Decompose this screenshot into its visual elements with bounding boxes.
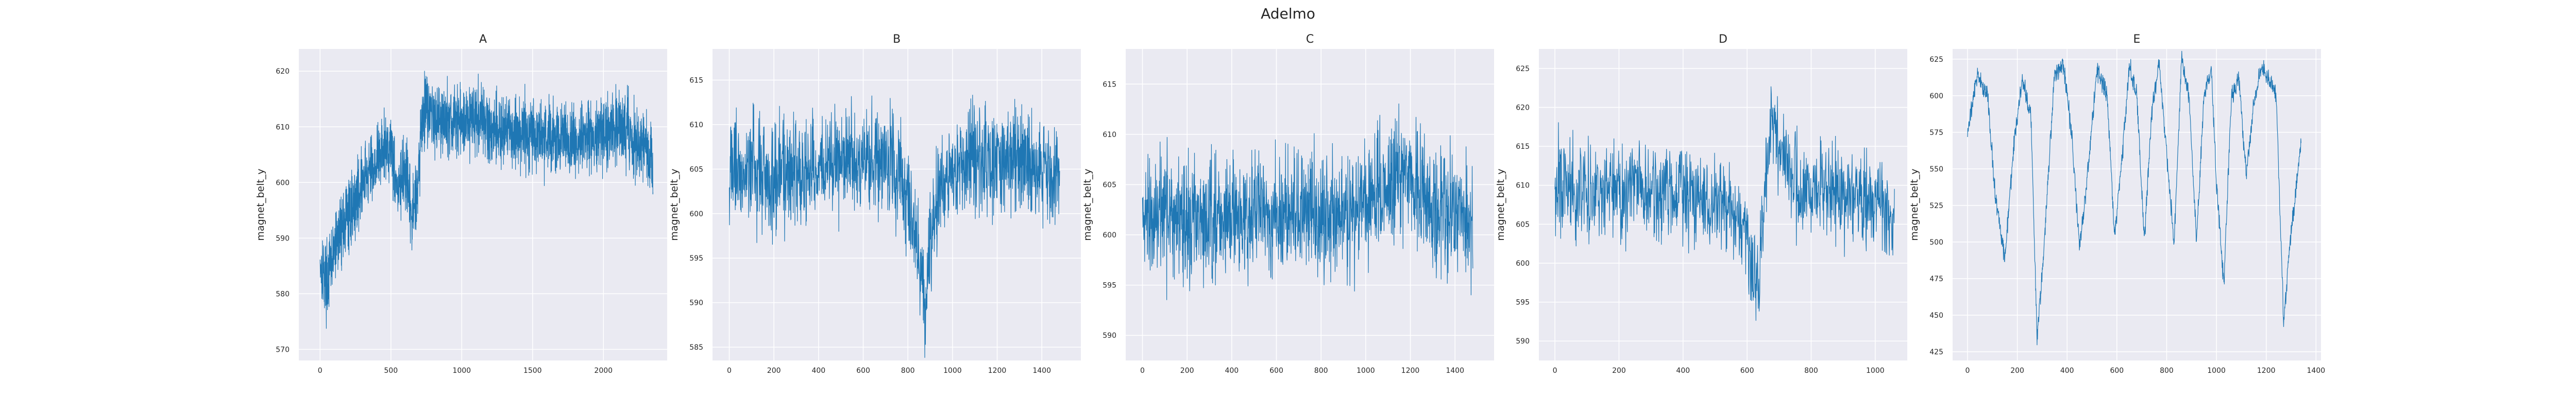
- y-axis-label: magnet_belt_y: [255, 168, 266, 241]
- y-tick-label: 610: [689, 121, 703, 129]
- figure-title: Adelmo: [1261, 5, 1315, 22]
- x-tick-label: 600: [2110, 367, 2124, 375]
- y-tick-label: 595: [1103, 282, 1116, 290]
- series-line-C: [1142, 104, 1473, 300]
- x-tick-label: 800: [1314, 367, 1328, 375]
- x-tick-label: 400: [1676, 367, 1690, 375]
- subplot-B: 585 590 595 600 605 610 615 0 200 400 600 800 1000 12…: [669, 33, 1081, 375]
- x-tick-label: 1000: [943, 367, 962, 375]
- x-tick-label: 600: [1740, 367, 1754, 375]
- y-tick-label: 615: [1516, 143, 1530, 151]
- x-tick-label: 1000: [1866, 367, 1885, 375]
- x-tick-label: 1200: [1401, 367, 1420, 375]
- y-tick-label: 605: [689, 165, 703, 174]
- x-tick-label: 600: [1269, 367, 1283, 375]
- series-line-D: [1554, 86, 1895, 321]
- y-tick-label: 620: [1516, 104, 1530, 112]
- subplot-D: 590 595 600 605 610 615 620 625 0 200 400 600 800 100…: [1495, 33, 1907, 375]
- series-line-B: [728, 95, 1060, 358]
- y-tick-label: 600: [1516, 260, 1530, 268]
- subplot-title: B: [893, 33, 901, 46]
- y-tick-label: 605: [1103, 181, 1116, 189]
- x-tick-label: 1400: [1446, 367, 1464, 375]
- subplot-title: E: [2133, 33, 2141, 46]
- plot-area: [713, 49, 1081, 360]
- y-tick-label: 590: [689, 299, 703, 307]
- y-tick-label: 450: [1929, 312, 1943, 320]
- y-tick-label: 600: [276, 179, 290, 187]
- y-axis-label: magnet_belt_y: [1082, 168, 1093, 241]
- x-tick-label: 1000: [1357, 367, 1375, 375]
- y-tick-label: 615: [689, 77, 703, 85]
- y-tick-label: 570: [276, 346, 290, 354]
- y-tick-label: 620: [276, 67, 290, 76]
- subplot-title: A: [479, 33, 487, 46]
- y-tick-label: 590: [276, 234, 290, 243]
- y-tick-label: 610: [1103, 131, 1116, 139]
- y-tick-label: 500: [1929, 238, 1943, 247]
- x-tick-label: 200: [2010, 367, 2024, 375]
- y-tick-label: 600: [1929, 92, 1943, 100]
- x-tick-label: 1400: [1032, 367, 1051, 375]
- y-tick-label: 575: [1929, 129, 1943, 137]
- y-tick-label: 585: [689, 344, 703, 352]
- x-tick-label: 1000: [452, 367, 471, 375]
- x-tick-label: 500: [384, 367, 398, 375]
- series-line-A: [319, 71, 654, 329]
- y-tick-label: 625: [1929, 56, 1943, 64]
- y-tick-label: 590: [1516, 337, 1530, 346]
- y-axis-label: magnet_belt_y: [1909, 168, 1920, 241]
- y-tick-label: 600: [689, 210, 703, 218]
- y-tick-label: 550: [1929, 165, 1943, 174]
- y-axis-label: magnet_belt_y: [1495, 168, 1506, 241]
- x-tick-label: 200: [1180, 367, 1194, 375]
- x-tick-label: 1000: [2207, 367, 2226, 375]
- subplot-title: D: [1719, 33, 1727, 46]
- y-tick-label: 600: [1103, 231, 1116, 239]
- x-tick-label: 800: [1804, 367, 1818, 375]
- y-tick-label: 605: [1516, 220, 1530, 229]
- series-line-E: [1967, 50, 2301, 346]
- x-tick-label: 1500: [523, 367, 542, 375]
- subplot-A: 570 580 590 600 610 620 0 500 1000 1500 2000 Amagne…: [255, 33, 667, 375]
- y-tick-label: 590: [1103, 332, 1116, 340]
- x-tick-label: 400: [811, 367, 825, 375]
- x-tick-label: 200: [767, 367, 781, 375]
- x-tick-label: 0: [318, 367, 323, 375]
- y-tick-label: 525: [1929, 202, 1943, 210]
- x-tick-label: 1200: [988, 367, 1007, 375]
- x-tick-label: 2000: [594, 367, 613, 375]
- plot-area: [1953, 49, 2321, 360]
- x-tick-label: 0: [1140, 367, 1145, 375]
- x-tick-label: 0: [1553, 367, 1557, 375]
- y-axis-label: magnet_belt_y: [669, 168, 680, 241]
- x-tick-label: 200: [1612, 367, 1626, 375]
- x-tick-label: 800: [2160, 367, 2174, 375]
- x-tick-label: 1400: [2307, 367, 2326, 375]
- y-tick-label: 595: [1516, 299, 1530, 307]
- y-tick-label: 580: [276, 290, 290, 298]
- subplot-C: 590 595 600 605 610 615 0 200 400 600 800 1000 1200 1…: [1082, 33, 1494, 375]
- y-tick-label: 615: [1103, 80, 1116, 89]
- subplot-E: 425 450 475 500 525 550 575 600 625 0 200 400 600 800…: [1909, 33, 2325, 375]
- y-tick-label: 610: [276, 123, 290, 131]
- y-tick-label: 425: [1929, 348, 1943, 356]
- y-tick-label: 475: [1929, 275, 1943, 283]
- subplot-title: C: [1306, 33, 1314, 46]
- x-tick-label: 400: [1225, 367, 1239, 375]
- y-tick-label: 595: [689, 254, 703, 263]
- x-tick-label: 0: [727, 367, 732, 375]
- x-tick-label: 0: [1965, 367, 1970, 375]
- x-tick-label: 600: [856, 367, 870, 375]
- x-tick-label: 1200: [2257, 367, 2276, 375]
- y-tick-label: 625: [1516, 65, 1530, 73]
- y-tick-label: 610: [1516, 182, 1530, 190]
- x-tick-label: 400: [2060, 367, 2074, 375]
- x-tick-label: 800: [901, 367, 915, 375]
